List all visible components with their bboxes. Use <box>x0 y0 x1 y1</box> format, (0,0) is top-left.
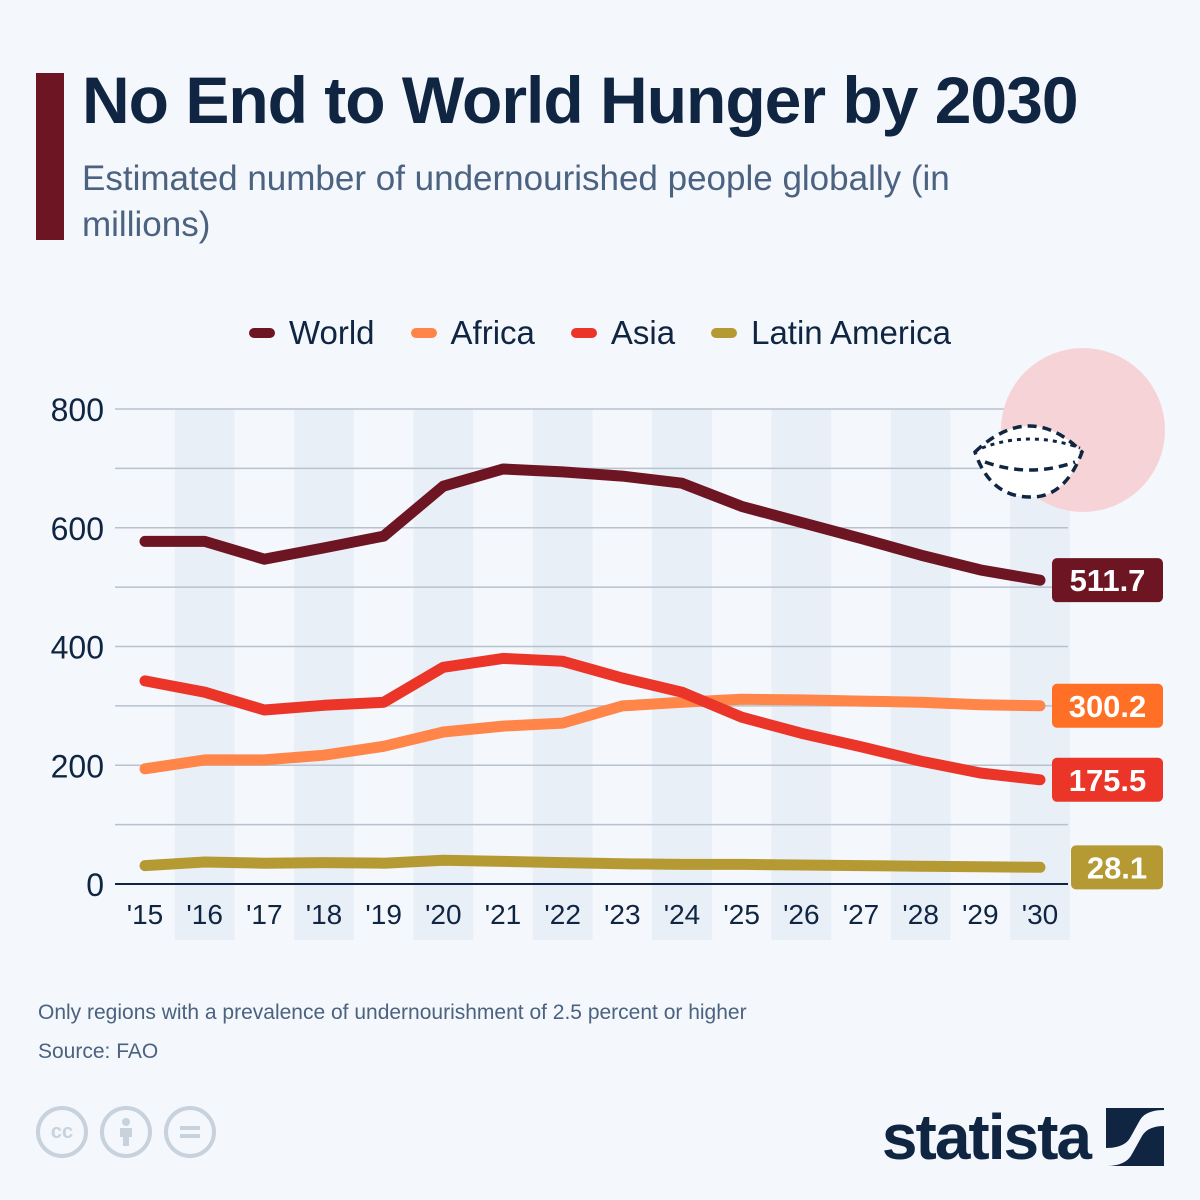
title-accent-bar <box>36 73 64 240</box>
page-title: No End to World Hunger by 2030 <box>82 63 1079 137</box>
series-line-africa <box>139 693 1046 775</box>
end-label-box <box>1052 757 1163 802</box>
brand-name: statista <box>881 1101 1092 1173</box>
source-note: Source: FAO <box>38 1040 159 1063</box>
column-band <box>890 409 951 940</box>
x-tick-label: '15 <box>127 899 164 930</box>
x-tick-label: '18 <box>306 899 343 930</box>
y-tick-label: 800 <box>51 392 104 428</box>
end-label-value: 28.1 <box>1087 850 1147 885</box>
legend-label: World <box>288 314 375 351</box>
end-label-value: 511.7 <box>1070 563 1146 598</box>
series-line-asia <box>139 652 1046 786</box>
legend-item: Latin America <box>711 314 951 352</box>
x-tick-label: '25 <box>723 899 760 930</box>
x-tick-label: '21 <box>485 899 522 930</box>
legend-label: Latin America <box>751 314 952 351</box>
legend-swatch <box>711 328 738 338</box>
by-icon[interactable] <box>100 1106 152 1158</box>
line-chart: 0 200 400 600 800 '15 '16 '17 '18 '19 '20 '21 '22 '23… <box>51 348 1165 940</box>
statista-logo-icon <box>1106 1108 1164 1166</box>
x-tick-label: '29 <box>962 899 999 930</box>
column-band <box>652 409 712 940</box>
column-band <box>294 409 354 940</box>
end-label-box <box>1052 683 1163 728</box>
cc-icon[interactable]: cc <box>36 1106 88 1158</box>
legend-item: World <box>248 314 375 352</box>
legend-label: Africa <box>450 314 535 351</box>
legend-label: Asia <box>610 314 676 351</box>
series-line-latin-america <box>139 854 1046 873</box>
legend-swatch <box>570 328 597 338</box>
x-tick-label: '17 <box>246 899 283 930</box>
statista-brand[interactable]: statista <box>882 1100 1164 1174</box>
y-tick-label: 200 <box>51 748 104 784</box>
end-label-value: 175.5 <box>1069 763 1147 798</box>
bowl-top <box>981 437 1081 450</box>
legend-swatch <box>410 328 437 338</box>
x-tick-label: '16 <box>186 899 223 930</box>
license-icons: cc <box>36 1106 216 1158</box>
x-tick-label: '23 <box>604 899 641 930</box>
x-tick-label: '30 <box>1022 899 1059 930</box>
end-label-box <box>1071 845 1163 890</box>
bowl-outline <box>972 424 1085 499</box>
x-tick-label: '27 <box>843 899 880 930</box>
column-band <box>771 409 832 940</box>
footnote: Only regions with a prevalence of undern… <box>38 1001 747 1024</box>
x-tick-label: '19 <box>365 899 402 930</box>
chart-subtitle: Estimated number of undernourished peopl… <box>82 159 950 244</box>
column-band <box>532 409 593 940</box>
x-tick-label: '22 <box>544 899 581 930</box>
y-tick-label: 400 <box>51 630 104 666</box>
legend-swatch <box>248 328 275 338</box>
column-band <box>174 409 235 940</box>
end-label-box <box>1052 558 1163 603</box>
y-tick-label: 600 <box>51 511 104 547</box>
nd-icon[interactable] <box>164 1106 216 1158</box>
chart-legend: World Africa Asia Latin America <box>0 314 1200 352</box>
end-label-value: 300.2 <box>1069 689 1147 724</box>
y-tick-label: 0 <box>86 867 104 903</box>
x-tick-label: '24 <box>664 899 701 930</box>
x-tick-label: '28 <box>902 899 939 930</box>
x-tick-label: '26 <box>783 899 820 930</box>
series-line-world <box>139 463 1046 586</box>
bowl-rim <box>984 460 1076 472</box>
legend-item: Asia <box>570 314 676 352</box>
legend-item: Africa <box>410 314 535 352</box>
empty-bowl-icon <box>972 348 1165 512</box>
x-tick-label: '20 <box>425 899 462 930</box>
